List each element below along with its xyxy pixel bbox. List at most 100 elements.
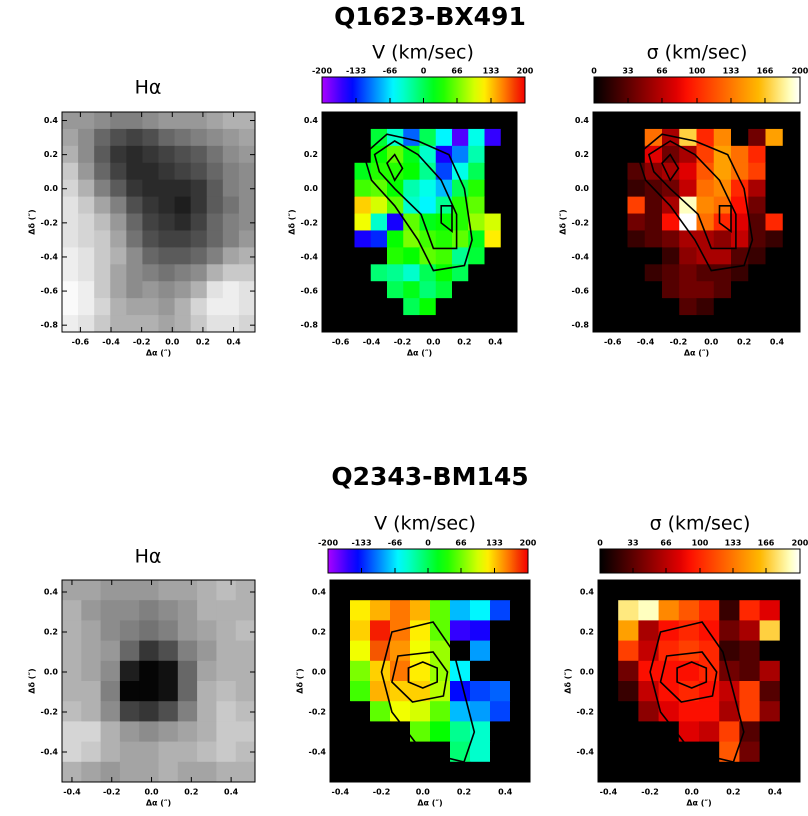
pixel [222, 281, 240, 299]
pixel [222, 230, 240, 248]
pixel [452, 162, 469, 181]
masked-pixel [610, 315, 628, 333]
pixel [190, 196, 208, 215]
pixel [490, 681, 511, 702]
pixel [731, 264, 749, 282]
plot-frame [61, 579, 256, 783]
x-tick-label: 0.4 [488, 338, 503, 347]
pixel [658, 600, 680, 621]
masked-pixel [484, 179, 502, 198]
pixel [139, 741, 159, 763]
pixel [679, 128, 697, 147]
pixel [158, 196, 176, 215]
pixel [430, 721, 451, 743]
masked-pixel [627, 264, 646, 282]
masked-pixel [699, 741, 720, 763]
masked-pixel [782, 264, 801, 282]
masked-pixel [779, 741, 801, 763]
masked-pixel [782, 230, 801, 248]
masked-pixel [713, 112, 732, 130]
x-tick-label: 0.0 [426, 338, 441, 347]
masked-pixel [782, 298, 801, 316]
masked-pixel [618, 761, 639, 783]
masked-pixel [610, 230, 628, 248]
pixel [419, 145, 437, 164]
masked-pixel [484, 264, 502, 282]
pixel [222, 213, 240, 231]
pixel [206, 298, 224, 316]
masked-pixel [450, 761, 471, 783]
masked-pixel [593, 145, 611, 164]
pixel [490, 701, 511, 722]
masked-pixel [593, 247, 611, 265]
pixel [238, 298, 256, 316]
x-tick-label: 0.2 [737, 338, 751, 347]
masked-pixel [593, 128, 611, 147]
masked-pixel [354, 145, 372, 164]
pixel [142, 230, 159, 248]
masked-pixel [387, 112, 404, 130]
pixel [370, 660, 391, 682]
pixel [126, 128, 143, 147]
masked-pixel [350, 701, 371, 722]
pixel [78, 179, 95, 198]
x-tick-label: -0.2 [394, 338, 412, 347]
pixel [197, 761, 217, 783]
colorbar-tick-label: 133 [486, 539, 503, 548]
pixel [81, 600, 102, 621]
pixel [235, 681, 256, 702]
pixel [158, 264, 176, 282]
colorbar-tick-label: 200 [520, 539, 537, 548]
masked-pixel [430, 580, 451, 601]
pixel [174, 213, 192, 231]
masked-pixel [719, 761, 740, 783]
pixel [110, 264, 127, 282]
y-tick-label: 0.4 [304, 116, 319, 125]
masked-pixel [435, 298, 453, 316]
masked-pixel [435, 315, 453, 333]
pixel [142, 247, 159, 265]
masked-pixel [627, 145, 646, 164]
pixel [419, 213, 437, 231]
pixel [174, 230, 192, 248]
pixel [197, 741, 217, 763]
pixel [748, 145, 766, 164]
pixel [139, 640, 159, 662]
masked-pixel [678, 761, 700, 783]
masked-pixel [510, 640, 531, 662]
pixel [126, 196, 143, 215]
pixel [627, 230, 646, 248]
pixel [222, 264, 240, 282]
colorbar-tick-label: -133 [351, 539, 371, 548]
masked-pixel [598, 721, 619, 743]
masked-pixel [748, 315, 766, 333]
pixel [713, 162, 732, 181]
pixel [119, 640, 140, 662]
masked-pixel [731, 128, 749, 147]
pixel [450, 721, 471, 743]
pixel [235, 660, 256, 682]
y-tick-label: -0.2 [577, 708, 595, 717]
masked-pixel [390, 761, 411, 783]
pixel [174, 315, 192, 333]
pixel [618, 681, 639, 702]
pixel [110, 162, 127, 181]
colorbar-tick-label: 66 [660, 539, 672, 548]
y-tick-label: -0.4 [41, 252, 59, 261]
pixel [696, 281, 715, 299]
masked-pixel [679, 315, 697, 333]
pixel [139, 761, 159, 783]
masked-pixel [510, 620, 531, 642]
masked-pixel [610, 128, 628, 147]
pixel [662, 162, 680, 181]
colorbar-tick-label: 200 [792, 539, 808, 548]
pixel [206, 315, 224, 333]
pixel [190, 230, 208, 248]
pixel [759, 681, 781, 702]
pixel [719, 660, 740, 682]
pixel [158, 741, 179, 763]
masked-pixel [403, 315, 420, 333]
masked-pixel [370, 281, 388, 299]
pixel [238, 196, 256, 215]
pixel [387, 162, 404, 181]
